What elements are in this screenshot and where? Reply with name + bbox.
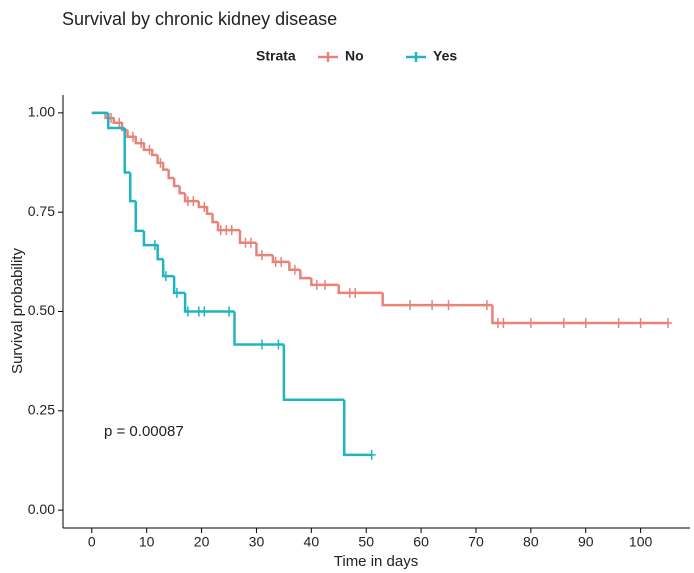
survival-step bbox=[107, 112, 125, 130]
censor-mark bbox=[189, 196, 198, 207]
x-tick-label: 60 bbox=[413, 534, 429, 550]
censor-mark bbox=[581, 318, 590, 329]
censor-mark bbox=[444, 300, 453, 311]
x-tick-label: 30 bbox=[249, 534, 265, 550]
censor-mark bbox=[227, 225, 236, 236]
survival-step bbox=[128, 172, 136, 203]
survival-step bbox=[255, 242, 273, 257]
x-tick-label: 10 bbox=[139, 534, 155, 550]
censor-mark bbox=[156, 157, 165, 168]
censor-mark bbox=[526, 318, 535, 329]
censor-mark bbox=[367, 449, 376, 460]
censor-mark bbox=[145, 144, 154, 155]
survival-step bbox=[134, 136, 144, 145]
x-axis-label: Time in days bbox=[334, 553, 418, 570]
x-tick-label: 40 bbox=[304, 534, 320, 550]
censor-mark bbox=[225, 306, 234, 317]
y-tick-label: 0.75 bbox=[28, 203, 55, 219]
censor-mark bbox=[200, 306, 209, 317]
x-tick-label: 50 bbox=[358, 534, 374, 550]
survival-step bbox=[343, 399, 372, 457]
survival-step bbox=[381, 292, 493, 307]
censor-mark bbox=[664, 318, 673, 329]
censor-mark bbox=[290, 264, 299, 275]
legend-key bbox=[406, 52, 426, 62]
censor-mark bbox=[614, 318, 623, 329]
x-tick-label: 0 bbox=[88, 534, 96, 550]
censor-mark bbox=[351, 287, 360, 298]
y-tick-label: 1.00 bbox=[28, 104, 55, 120]
legend-label: Yes bbox=[433, 48, 457, 64]
survival-step bbox=[238, 230, 257, 245]
survival-step bbox=[126, 129, 136, 138]
censor-mark bbox=[150, 240, 159, 251]
survival-step bbox=[167, 169, 175, 180]
survival-step bbox=[233, 311, 284, 346]
censor-mark bbox=[274, 339, 283, 350]
y-tick-label: 0.25 bbox=[28, 402, 55, 418]
survival-step bbox=[183, 292, 235, 313]
survival-step bbox=[337, 284, 383, 295]
x-tick-label: 70 bbox=[468, 534, 484, 550]
survival-step bbox=[123, 127, 131, 174]
chart-title: Survival by chronic kidney disease bbox=[62, 9, 337, 29]
censor-mark bbox=[257, 339, 266, 350]
survival-step bbox=[156, 245, 164, 261]
x-tick-label: 20 bbox=[194, 534, 210, 550]
censor-mark bbox=[257, 250, 266, 261]
censor-mark bbox=[128, 131, 137, 142]
censor-mark bbox=[200, 202, 209, 213]
censor-mark bbox=[277, 256, 286, 267]
censor-mark bbox=[183, 306, 192, 317]
x-tick-label: 90 bbox=[578, 534, 594, 550]
survival-step bbox=[161, 259, 175, 278]
censor-mark bbox=[161, 271, 170, 282]
censor-mark bbox=[246, 237, 255, 248]
survival-step bbox=[172, 276, 186, 295]
x-tick-label: 80 bbox=[523, 534, 539, 550]
survival-step bbox=[282, 344, 345, 401]
legend-key bbox=[318, 52, 338, 62]
censor-mark bbox=[321, 279, 330, 290]
censor-mark bbox=[115, 117, 124, 128]
y-tick-label: 0.00 bbox=[28, 501, 55, 517]
censor-mark bbox=[428, 300, 437, 311]
censor-mark bbox=[636, 318, 645, 329]
survival-step bbox=[205, 207, 213, 216]
survival-step bbox=[299, 269, 312, 280]
survival-step bbox=[197, 201, 208, 209]
survival-step bbox=[134, 201, 144, 233]
censor-mark bbox=[312, 279, 321, 290]
legend-title: Strata bbox=[256, 48, 296, 64]
survival-step bbox=[150, 149, 158, 157]
survival-step bbox=[310, 278, 339, 287]
censor-mark bbox=[137, 138, 146, 149]
censor-mark bbox=[499, 318, 508, 329]
survival-step bbox=[161, 162, 169, 171]
survival-step bbox=[142, 143, 153, 152]
censor-mark bbox=[406, 300, 415, 311]
x-tick-label: 100 bbox=[629, 534, 653, 550]
censor-mark bbox=[482, 300, 491, 311]
p-value: p = 0.00087 bbox=[104, 423, 184, 440]
censor-mark bbox=[172, 287, 181, 298]
survival-step bbox=[172, 178, 180, 188]
censor-mark bbox=[559, 318, 568, 329]
survival-step bbox=[211, 213, 219, 224]
y-tick-label: 0.50 bbox=[28, 302, 55, 318]
survival-step bbox=[178, 185, 186, 195]
y-axis-label: Survival probability bbox=[9, 248, 26, 374]
survival-step bbox=[491, 305, 669, 325]
legend-label: No bbox=[345, 48, 364, 64]
